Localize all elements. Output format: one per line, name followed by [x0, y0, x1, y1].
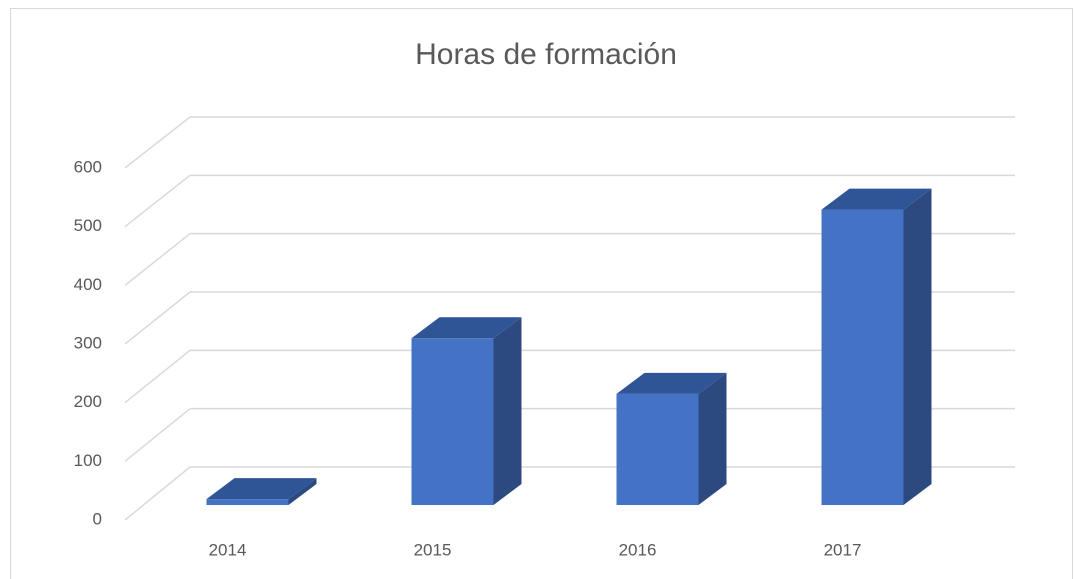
x-tick-label: 2015 [414, 540, 452, 559]
bar [206, 499, 289, 505]
y-tick-label: 500 [74, 216, 102, 235]
y-tick-label: 600 [74, 157, 102, 176]
grid-line [124, 349, 191, 404]
y-tick-label: 400 [74, 275, 102, 294]
bar-side [698, 372, 727, 505]
x-tick-label: 2014 [209, 540, 247, 559]
y-tick-label: 300 [74, 333, 102, 352]
grid-line [124, 174, 191, 228]
bar [411, 338, 494, 505]
grid-line [124, 233, 191, 286]
y-tick-label: 200 [74, 392, 102, 411]
bar-top [206, 478, 317, 500]
chart-title: Horas de formación [415, 38, 677, 71]
x-tick-label: 2016 [619, 540, 657, 559]
grid-line [124, 466, 191, 521]
y-tick-label: 0 [93, 509, 102, 528]
bar-side [288, 478, 317, 505]
bar-top [411, 317, 522, 339]
y-tick-label: 100 [74, 451, 102, 470]
x-tick-label: 2017 [824, 540, 862, 559]
grid-line [124, 291, 191, 345]
bar-side [493, 317, 522, 505]
bar-side [903, 188, 932, 505]
bar-top [821, 188, 932, 210]
bar-top [616, 372, 727, 394]
bar [821, 209, 904, 505]
bar [616, 393, 699, 505]
grid-line [124, 116, 191, 169]
grid-line [124, 408, 191, 462]
